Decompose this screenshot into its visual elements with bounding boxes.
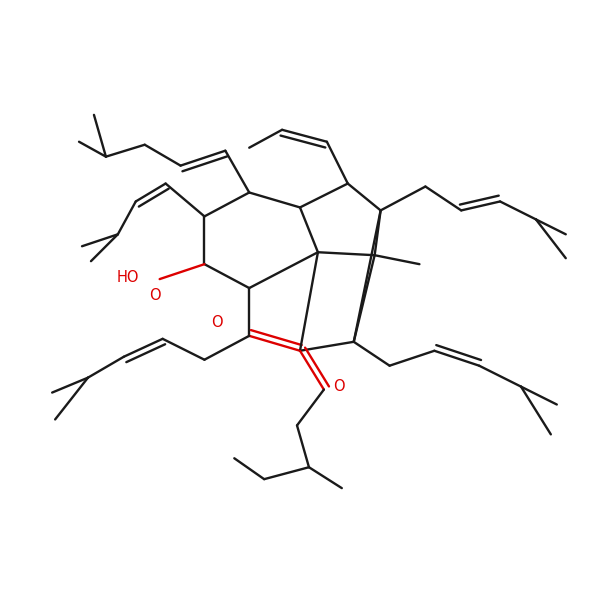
Text: HO: HO: [116, 271, 139, 286]
Text: O: O: [149, 288, 161, 303]
Text: O: O: [211, 315, 223, 330]
Text: O: O: [333, 379, 344, 394]
